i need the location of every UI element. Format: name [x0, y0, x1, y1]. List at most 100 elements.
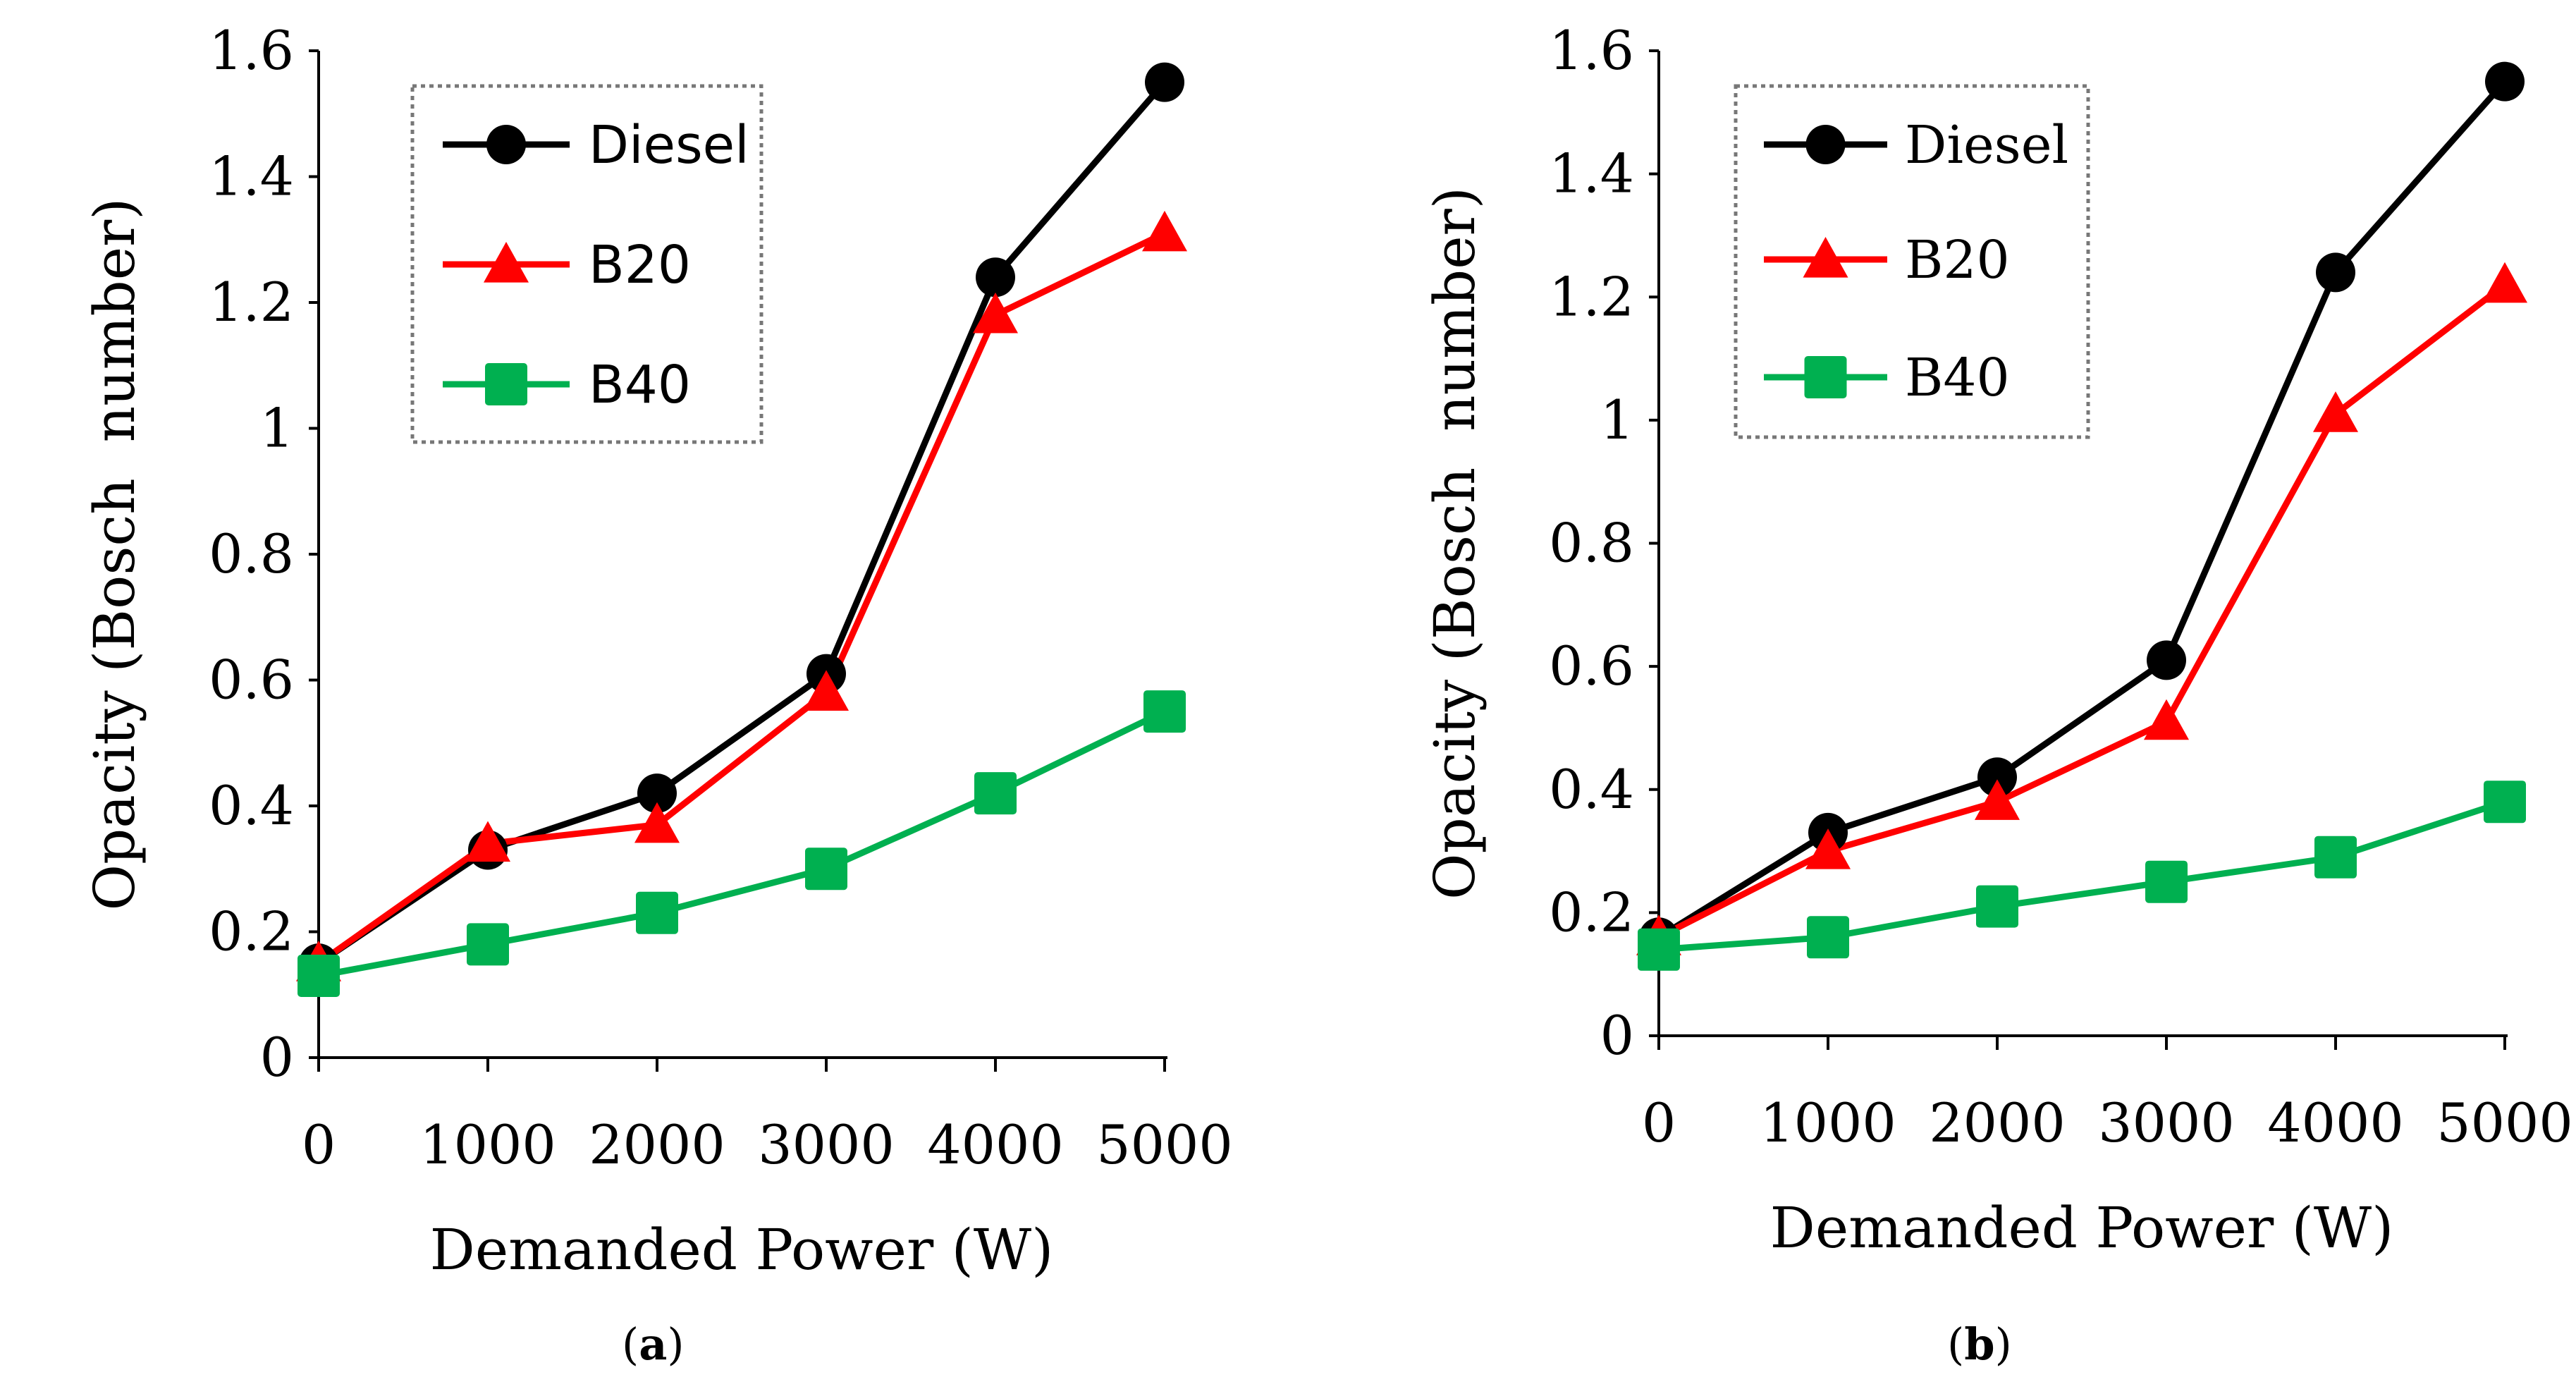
data-point-b40 [1638, 928, 1680, 971]
markers-b40 [298, 690, 1186, 997]
legend: Diesel B20 B40 [1734, 84, 2090, 439]
x-tick-label: 5000 [2436, 1091, 2572, 1154]
caption-a-letter: a [639, 1318, 668, 1370]
y-tick-label: 1.4 [1549, 142, 1634, 205]
x-axis-label: Demanded Power (W) [430, 1217, 1054, 1283]
data-point-diesel [637, 773, 677, 814]
data-point-diesel [1145, 62, 1184, 102]
series-line-b40 [318, 709, 1166, 979]
series-line-b20 [1657, 282, 2507, 941]
data-point-b20 [973, 292, 1018, 334]
data-point-diesel [2485, 61, 2525, 102]
series-b20 [317, 230, 1166, 966]
legend-marker-b40 [1804, 356, 1847, 398]
data-point-b40 [2314, 836, 2357, 879]
data-point-b40 [1807, 916, 1849, 959]
data-point-b40 [636, 891, 678, 934]
series-diesel [1657, 79, 2508, 941]
y-tick-label: 1 [260, 397, 294, 460]
data-point-b40 [2145, 860, 2188, 903]
x-tick-label: 0 [1642, 1091, 1676, 1154]
data-point-b20 [2482, 262, 2527, 303]
data-point-b20 [465, 821, 510, 862]
data-point-b40 [2484, 781, 2526, 824]
series-b20 [1657, 282, 2507, 941]
y-tick-label: 0.8 [1549, 512, 1634, 575]
data-point-b40 [805, 848, 847, 891]
series-b40 [1658, 798, 2506, 953]
caption-b-letter: b [1964, 1318, 1995, 1370]
legend-item-b20: B20 [1764, 230, 2010, 290]
data-point-b40 [298, 954, 340, 997]
legend-item-b40: B40 [1764, 348, 2010, 408]
x-tick-label: 3000 [758, 1113, 894, 1176]
markers-b40 [1638, 781, 2526, 971]
legend-item-b20: B20 [443, 235, 691, 295]
legend-marker-diesel [486, 125, 526, 164]
legend-marker-b40 [485, 363, 527, 405]
x-tick-label: 1000 [419, 1113, 556, 1176]
data-point-b40 [1976, 885, 2018, 928]
legend-item-diesel: Diesel [1764, 115, 2068, 176]
data-point-diesel [976, 257, 1015, 298]
series-diesel [317, 80, 1167, 966]
legend-marker-b20 [484, 242, 529, 283]
x-tick-label: 0 [302, 1113, 336, 1176]
data-point-b20 [1805, 828, 1851, 869]
legend-label: B40 [1905, 348, 2010, 408]
data-point-diesel [2147, 640, 2186, 680]
data-point-b40 [467, 923, 509, 966]
x-tick-label: 1000 [1760, 1091, 1896, 1154]
x-tick-label: 2000 [589, 1113, 725, 1176]
chart-panel-b: 0 0.2 0.4 0.6 0.8 1 1.2 1.4 1.6 0 1000 2000 3000 4000… [1422, 19, 2573, 1261]
y-tick-label: 0.4 [209, 774, 294, 837]
y-tick-label: 0.6 [209, 649, 294, 711]
legend-label: Diesel [1905, 115, 2068, 176]
legend-label: B20 [589, 235, 691, 295]
data-point-b20 [1142, 210, 1187, 252]
data-point-b40 [974, 772, 1017, 815]
y-tick-label: 1 [1600, 388, 1634, 451]
data-point-b20 [804, 670, 849, 711]
y-tick-label: 1.4 [209, 145, 294, 208]
series-line-diesel [1657, 79, 2508, 941]
x-tick-label: 3000 [2098, 1091, 2234, 1154]
chart-panel-a: 0 0.2 0.4 0.6 0.8 1 1.2 1.4 1.6 0 1000 2000 3000 4000… [82, 19, 1233, 1283]
legend-label: B20 [1905, 230, 2010, 290]
caption-b: (b) [1947, 1318, 2012, 1370]
legend: Diesel B20 B40 [410, 84, 763, 444]
x-tick-label: 4000 [927, 1113, 1063, 1176]
data-point-b20 [2313, 391, 2358, 432]
caption-a: (a) [622, 1318, 685, 1370]
axes: 0 0.2 0.4 0.6 0.8 1 1.2 1.4 1.6 0 1000 2000 3000 4000… [209, 19, 1233, 1176]
data-point-diesel [2316, 252, 2355, 293]
legend-label: B40 [589, 355, 691, 415]
y-axis-label: Opacity (Bosch number) [1422, 187, 1488, 900]
y-tick-label: 0 [1600, 1004, 1634, 1067]
legend-label: Diesel [589, 115, 749, 176]
y-tick-label: 1.6 [1549, 19, 1634, 82]
series-line-b40 [1658, 798, 2506, 953]
y-axis-label: Opacity (Bosch number) [82, 198, 147, 911]
y-tick-label: 0.8 [209, 522, 294, 585]
y-tick-label: 1.2 [209, 271, 294, 334]
y-tick-label: 0.6 [1549, 635, 1634, 697]
legend-item-b40: B40 [443, 355, 691, 415]
y-tick-label: 0 [260, 1026, 294, 1089]
series-line-b20 [317, 230, 1166, 966]
legend-marker-diesel [1805, 125, 1846, 164]
data-point-diesel [1977, 757, 2017, 797]
axes: 0 0.2 0.4 0.6 0.8 1 1.2 1.4 1.6 0 1000 2000 3000 4000… [1549, 19, 2573, 1154]
data-point-b20 [2144, 699, 2189, 740]
x-tick-label: 4000 [2267, 1091, 2403, 1154]
legend-item-diesel: Diesel [443, 115, 749, 176]
data-point-b20 [634, 802, 680, 843]
y-tick-label: 1.6 [209, 19, 294, 82]
legend-marker-b20 [1803, 237, 1848, 278]
data-point-b40 [1143, 690, 1186, 733]
markers-diesel [1639, 61, 2525, 957]
data-point-b20 [1975, 779, 2020, 820]
x-axis-label: Demanded Power (W) [1770, 1195, 2394, 1261]
series-b40 [318, 709, 1166, 979]
